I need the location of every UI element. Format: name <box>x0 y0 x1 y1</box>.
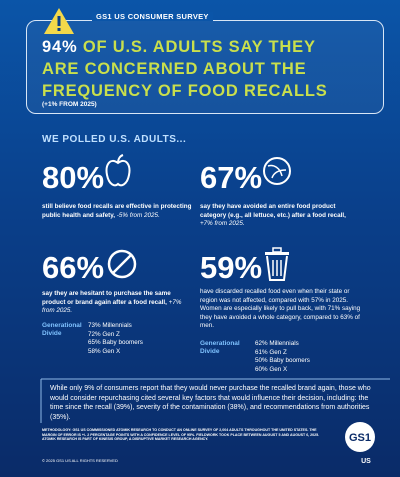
divide-item: 73% Millennials <box>88 322 132 329</box>
footer-frame <box>40 378 390 423</box>
footer-text: While only 9% of consumers report that t… <box>50 385 371 421</box>
divide-item: 60% Gen X <box>255 365 288 373</box>
divide-item: 50% Baby boomers <box>255 357 310 365</box>
stat-desc: still believe food recalls are effective… <box>42 203 192 220</box>
copyright: © 2025 GS1 US ALL RIGHTS RESERVED <box>42 458 118 463</box>
stat-desc: say they have avoided an entire food pro… <box>200 203 360 229</box>
stat-text: say they have avoided an entire food pro… <box>200 203 346 219</box>
divide-item: 72% Gen Z <box>88 330 120 338</box>
badge: GS1 US CONSUMER SURVEY <box>92 12 213 21</box>
logo-text: GS1 <box>349 432 371 444</box>
stat-value: 67% <box>200 160 263 195</box>
logo-sub: US <box>361 458 371 465</box>
divide-label: Generational Divide <box>200 340 240 355</box>
headline-change: (+1% FROM 2025) <box>42 101 97 108</box>
divide-item: 58% Gen X <box>88 347 121 355</box>
warning-icon <box>44 8 74 34</box>
no-icon <box>107 249 137 279</box>
stat-value: 66% <box>42 250 105 285</box>
stat-text: still believe food recalls are effective… <box>42 203 192 219</box>
stat-change: -5% from 2025. <box>116 211 160 219</box>
stat-text: have discarded recalled food even when t… <box>200 288 361 330</box>
divide-label: Generational Divide <box>42 322 82 337</box>
stat-change: +7% from 2025. <box>42 298 182 315</box>
stat-value: 80% <box>42 160 105 195</box>
divide-item: 62% Millennials <box>255 340 299 347</box>
divide-item: 65% Baby boomers <box>88 339 143 347</box>
stat-value: 59% <box>200 250 263 285</box>
divide-list: 62% Millennials 61% Gen Z 50% Baby boomers… <box>255 340 310 374</box>
intro: WE POLLED U.S. ADULTS... <box>42 134 187 145</box>
stat-change: +7% from 2025. <box>200 220 245 228</box>
stat-desc: have discarded recalled food even when t… <box>200 288 365 331</box>
header-box <box>26 20 384 114</box>
headline-stat: 94% <box>42 38 78 56</box>
headline-text: OF U.S. ADULTS SAY THEY ARE CONCERNED AB… <box>42 38 328 100</box>
divide-item: 61% Gen Z <box>255 348 287 356</box>
trash-icon <box>265 247 289 281</box>
stat-text: say they are hesitant to purchase the sa… <box>42 290 171 306</box>
divide-list: 73% Millennials 72% Gen Z 65% Baby boomers… <box>88 322 143 356</box>
logo: GS1 US <box>345 422 375 465</box>
headline: 94% OF U.S. ADULTS SAY THEY ARE CONCERNE… <box>42 36 352 102</box>
stat-desc: say they are hesitant to purchase the sa… <box>42 290 192 316</box>
methodology: METHODOLOGY: GS1 US COMMISSIONED ATOMIK … <box>42 428 320 442</box>
apple-icon <box>105 154 131 187</box>
lettuce-icon <box>263 157 291 185</box>
